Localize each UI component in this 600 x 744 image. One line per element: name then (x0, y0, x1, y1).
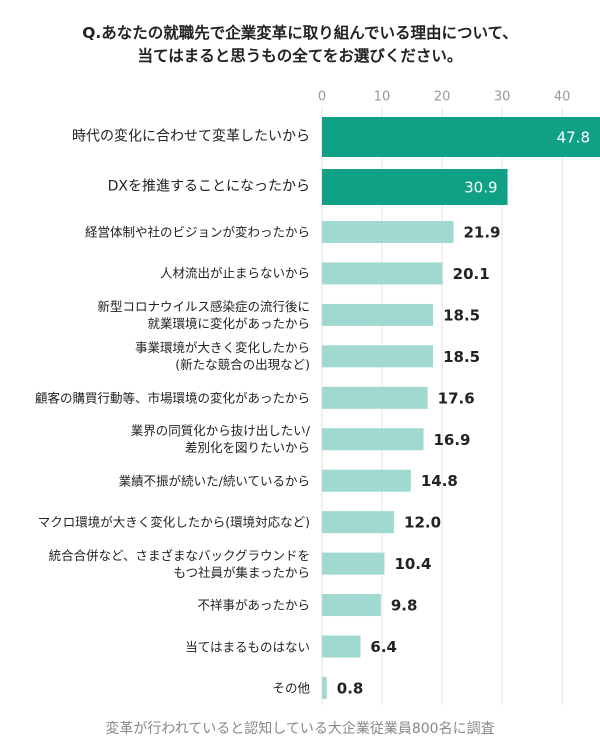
x-tick-label: 20 (434, 90, 451, 105)
bar (322, 594, 381, 617)
category-label: 時代の変化に合わせて変革したいから (72, 128, 310, 145)
value-label: 12.0 (404, 514, 441, 532)
bar (322, 303, 434, 326)
x-tick-label: 10 (374, 90, 391, 105)
bar (322, 169, 508, 205)
category-label: 顧客の購買行動等、市場環境の変化があったから (34, 390, 310, 406)
value-label: 9.8 (391, 597, 418, 615)
category-label: 人材流出が止まらないから (159, 265, 310, 281)
value-label: 18.5 (443, 306, 480, 324)
bar (322, 262, 443, 285)
bar (322, 428, 424, 451)
x-tick-label: 40 (554, 90, 571, 105)
category-label: 業界の同質化から抜け出したい/ 差別化を図りたいから (130, 423, 310, 456)
value-label: 47.8 (557, 129, 590, 147)
category-label: 事業環境が大きく変化したから (新たな競合の出現など) (134, 340, 310, 373)
value-label: 0.8 (337, 679, 364, 697)
value-label: 10.4 (394, 555, 431, 573)
value-label: 18.5 (443, 348, 480, 366)
value-label: 21.9 (463, 224, 500, 242)
value-label: 30.9 (464, 179, 497, 197)
bar (322, 469, 411, 492)
category-label: 経営体制や社のビジョンが変わったから (84, 224, 310, 240)
category-label: 不祥事があったから (197, 597, 310, 613)
value-label: 6.4 (370, 638, 397, 656)
footnote: 変革が行われていると認知している大企業従業員800名に調査 (105, 721, 495, 737)
category-label: マクロ環境が大きく変化したから(環境対応など) (37, 514, 310, 530)
value-label: 17.6 (438, 389, 475, 407)
value-label: 20.1 (453, 265, 490, 283)
category-label: 新型コロナウイルス感染症の流行後に 就業環境に変化があったから (97, 298, 310, 331)
bar (322, 511, 395, 534)
bar (322, 552, 385, 575)
category-label: DXを推進することになったから (107, 178, 310, 195)
value-label: 14.8 (421, 472, 458, 490)
category-label: その他 (272, 680, 310, 696)
bar (322, 345, 434, 368)
x-tick-label: 30 (494, 90, 511, 105)
category-label: 当てはまるものはない (185, 639, 310, 654)
bar (322, 635, 361, 658)
bar (322, 221, 454, 243)
bar (322, 676, 327, 699)
value-label: 16.9 (433, 431, 470, 449)
category-label: 業績不振が続いた/続いているから (118, 473, 310, 489)
chart-title: Q.あなたの就職先で企業変革に取り組んでいる理由について、 当てはまると思うもの… (82, 24, 518, 65)
x-tick-label: 0 (318, 90, 326, 105)
category-label: 統合合併など、さまざまなバックグラウンドを もつ社員が集まったから (48, 547, 310, 580)
bar (322, 117, 600, 157)
bar (322, 386, 428, 409)
